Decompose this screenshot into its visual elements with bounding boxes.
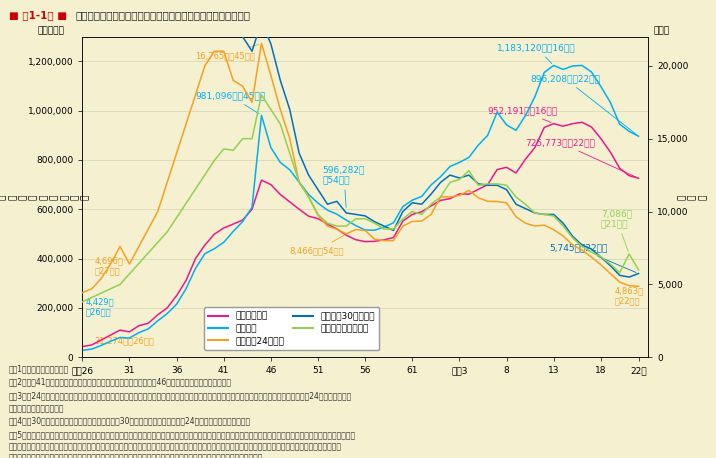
Text: 7,086人
（21年）: 7,086人 （21年） [601, 209, 632, 251]
Text: 5,745人（22年）: 5,745人（22年） [549, 244, 636, 273]
Text: したものをいう。: したものをいう。 [9, 404, 64, 413]
Text: （人）: （人） [654, 27, 669, 35]
Text: 4,696人
（27年）: 4,696人 （27年） [95, 256, 123, 276]
Text: 注　1　警察庁資料による。: 注 1 警察庁資料による。 [9, 364, 69, 373]
Text: 道路交通事故による交通事故発生件数，死者数及び負傷者数: 道路交通事故による交通事故発生件数，死者数及び負傷者数 [75, 10, 250, 20]
Text: 981,096人（45年）: 981,096人（45年） [195, 91, 266, 114]
Text: 4,429人
（26年）: 4,429人 （26年） [85, 297, 114, 316]
Text: 年以降は，陸上の交通事故とされた者から道路上の交通事故ではないと判断される者を除いた数を計上している。: 年以降は，陸上の交通事故とされた者から道路上の交通事故ではないと判断される者を除… [9, 453, 263, 458]
Text: 31,274人（26年）: 31,274人（26年） [95, 337, 155, 346]
Text: 725,773人（22年）: 725,773人（22年） [526, 138, 636, 177]
Text: 896,208人（22年）: 896,208人（22年） [530, 74, 637, 135]
Text: 8,466人（54年）: 8,466人（54年） [290, 235, 344, 256]
Text: 4,863人
（22年）: 4,863人 （22年） [615, 286, 644, 306]
Text: 1,183,120人（16年）: 1,183,120人（16年） [497, 43, 576, 64]
Text: 5　「厚生統計の死者」は，警察庁が厚生労働省統計資料「人口動態統計」に基づき作成したものであり，当該年に死亡した者のうち原死因が交通事故によるもの: 5 「厚生統計の死者」は，警察庁が厚生労働省統計資料「人口動態統計」に基づき作成… [9, 431, 356, 440]
Text: 596,282人
（54年）: 596,282人 （54年） [323, 165, 365, 207]
Legend: 事故発生件数, 負傷者数, 死者数（24時間）, 死者数（30日以内）, 死者数（厚生統計）: 事故発生件数, 負傷者数, 死者数（24時間）, 死者数（30日以内）, 死者数… [204, 307, 379, 349]
Text: るもの（事故発生後１年を超えて死亡した者及び後遺症により死亡した者を除く。）をいう。なお，平成６年までは，自動車事故とされた者を，平成７: るもの（事故発生後１年を超えて死亡した者及び後遺症により死亡した者を除く。）をい… [9, 442, 342, 451]
Y-axis label: 交
通
事
故
発
生
件
数
・
負
傷
者
数: 交 通 事 故 発 生 件 数 ・ 負 傷 者 数 [0, 194, 90, 200]
Text: 4　「30日以内死者」とは，交通事故発生から30日以内に死亡したものを（24時間死者を含む。）いう。: 4 「30日以内死者」とは，交通事故発生から30日以内に死亡したものを（24時間… [9, 417, 251, 426]
Text: 3　「24時間死者」とは，道路交通法第２条第１項第１号に規定する道路上において，車両等及び列車の交通によって発生した事故により24時間以内に死亡: 3 「24時間死者」とは，道路交通法第２条第１項第１号に規定する道路上において，… [9, 392, 352, 401]
Text: 952,191件（16年）: 952,191件（16年） [488, 106, 558, 123]
Y-axis label: 死
者
数: 死 者 数 [678, 194, 707, 200]
Text: 2　昭和41年以降の件数には，物損事故を含まない。また，昭和46年までは，沖縄県を含まない。: 2 昭和41年以降の件数には，物損事故を含まない。また，昭和46年までは，沖縄県… [9, 378, 231, 387]
Text: ■ 第1-1図 ■: ■ 第1-1図 ■ [9, 10, 67, 20]
Text: （人，件）: （人，件） [37, 27, 64, 35]
Text: 16,765人（45年）: 16,765人（45年） [195, 44, 258, 60]
